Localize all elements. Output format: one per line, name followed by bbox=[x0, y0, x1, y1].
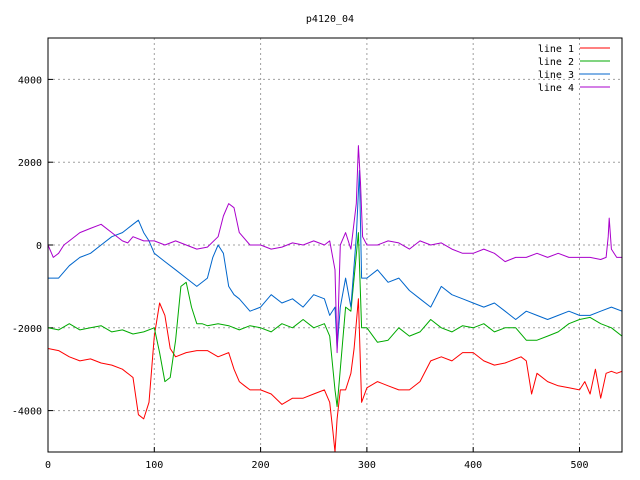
plot-area-frame bbox=[47, 37, 623, 453]
x-axis: 0 100 200 300 400 500 bbox=[45, 447, 589, 471]
legend-label: line 4 bbox=[538, 83, 574, 94]
y-tick-label: -4000 bbox=[12, 407, 42, 418]
x-tick-label: 0 bbox=[45, 460, 51, 471]
x-tick-label: 100 bbox=[145, 460, 163, 471]
x-tick-label: 300 bbox=[358, 460, 376, 471]
series-line-3 bbox=[48, 170, 622, 349]
y-tick-label: -2000 bbox=[12, 324, 42, 335]
y-axis: -4000 -2000 0 2000 4000 bbox=[12, 75, 53, 418]
x-tick-label: 200 bbox=[252, 460, 270, 471]
x-tick-label: 400 bbox=[464, 460, 482, 471]
series-line-2 bbox=[48, 232, 622, 407]
y-tick-label: 0 bbox=[36, 241, 42, 252]
legend-label: line 1 bbox=[538, 44, 574, 55]
y-tick-label: 2000 bbox=[18, 158, 42, 169]
legend-label: line 2 bbox=[538, 57, 574, 68]
chart-title: p4120_04 bbox=[306, 14, 354, 25]
series-line-4 bbox=[48, 145, 622, 354]
series-line-1 bbox=[48, 298, 622, 452]
series-lines bbox=[48, 145, 622, 452]
y-tick-label: 4000 bbox=[18, 75, 42, 86]
legend-label: line 3 bbox=[538, 70, 574, 81]
legend: line 1 line 2 line 3 line 4 bbox=[538, 44, 610, 94]
x-tick-label: 500 bbox=[570, 460, 588, 471]
